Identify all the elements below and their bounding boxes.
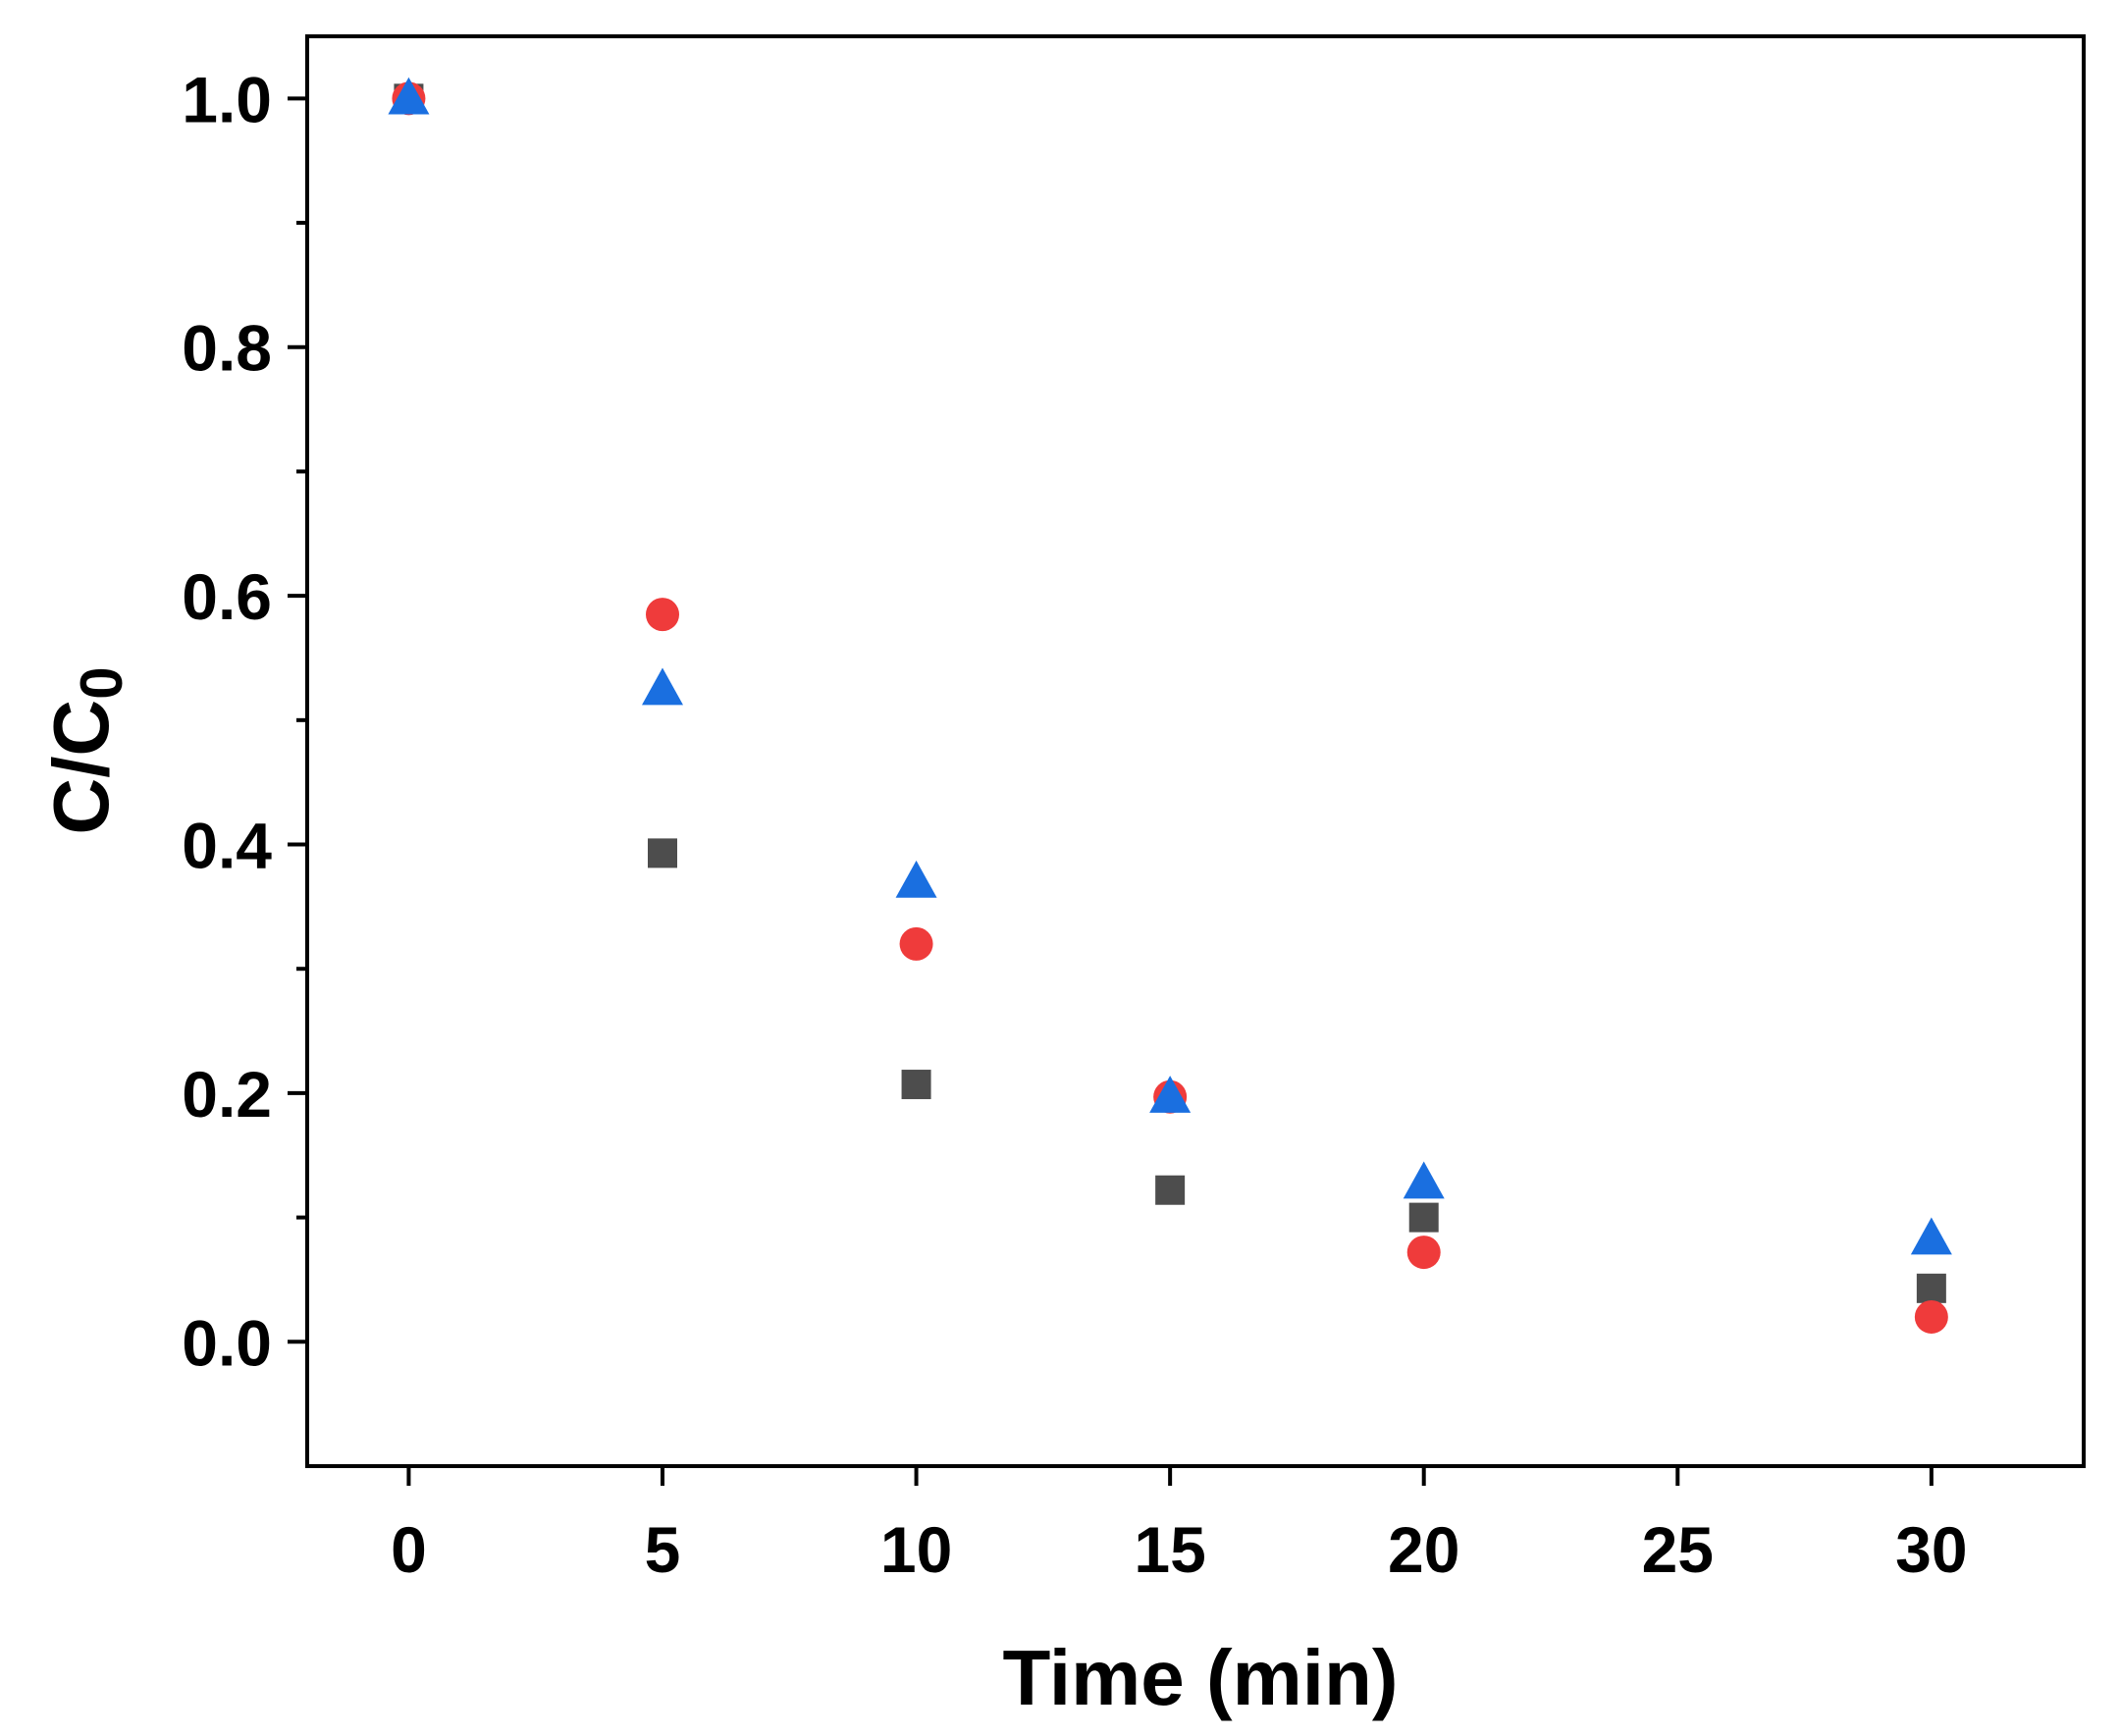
- y-axis-title-main: C/C: [37, 700, 125, 835]
- x-tick-label: 0: [391, 1513, 427, 1586]
- tick-labels: 0 5 10 15 20 25 30 0.0 0.2 0.4 0.6 0.8 1.0: [182, 63, 1967, 1586]
- x-tick-label: 25: [1642, 1513, 1714, 1586]
- series-3-triangle-markers: [388, 77, 1952, 1255]
- series-2-circle-markers: [392, 81, 1948, 1334]
- data-points: [388, 77, 1952, 1334]
- square-data-point: [1408, 1202, 1439, 1233]
- triangle-data-point: [388, 77, 430, 115]
- triangle-data-point: [895, 860, 937, 898]
- triangle-data-point: [642, 667, 683, 706]
- series-1-square-markers: [394, 83, 1946, 1303]
- y-axis-title-subscript: 0: [69, 666, 134, 699]
- y-tick-label: 0.2: [182, 1058, 272, 1131]
- x-tick-label: 5: [645, 1513, 681, 1586]
- y-tick-label: 0.6: [182, 560, 272, 633]
- triangle-data-point: [1910, 1217, 1952, 1255]
- circle-data-point: [646, 598, 679, 632]
- y-axis-title: C/C0: [37, 666, 134, 834]
- triangle-data-point: [1149, 1076, 1192, 1113]
- x-tick-label: 30: [1895, 1513, 1967, 1586]
- circle-data-point: [1406, 1236, 1441, 1270]
- y-tick-label: 0.8: [182, 312, 272, 385]
- y-tick-label: 0.4: [182, 810, 272, 882]
- square-data-point: [648, 838, 677, 868]
- square-data-point: [1155, 1175, 1186, 1205]
- x-tick-label: 20: [1388, 1513, 1459, 1586]
- x-tick-label: 15: [1134, 1513, 1205, 1586]
- circle-data-point: [1914, 1299, 1948, 1334]
- circle-data-point: [899, 926, 933, 961]
- plot-frame: [305, 34, 2086, 1468]
- x-axis-title: Time (min): [1002, 1634, 1398, 1721]
- triangle-data-point: [1403, 1161, 1445, 1199]
- axis-ticks: [288, 96, 1934, 1486]
- square-data-point: [901, 1070, 931, 1100]
- square-data-point: [1916, 1273, 1946, 1303]
- x-tick-label: 10: [880, 1513, 952, 1586]
- y-tick-label: 0.0: [182, 1306, 272, 1379]
- y-tick-label: 1.0: [182, 63, 272, 135]
